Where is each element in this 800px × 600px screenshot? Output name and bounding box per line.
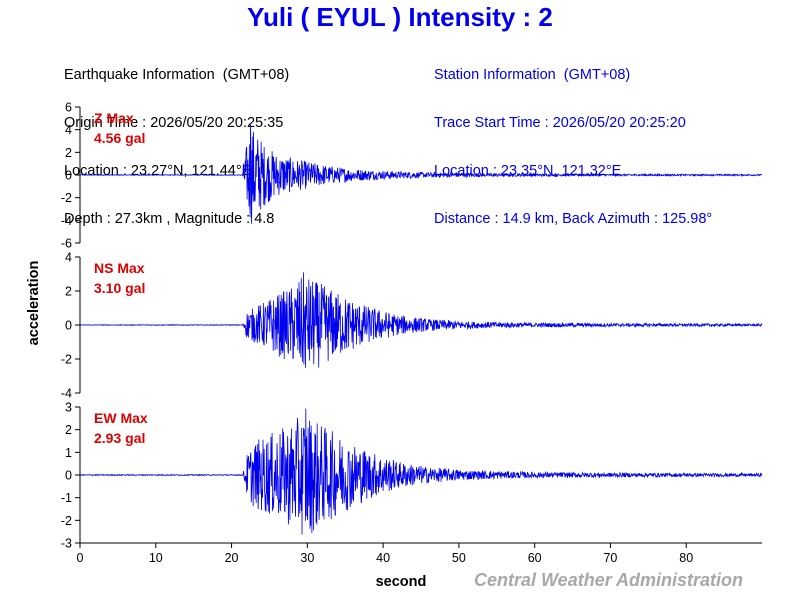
y-tick-label: -6 [61, 237, 72, 251]
max-value-ew: 2.93 gal [94, 430, 145, 446]
station-info: Station Information (GMT+08) Trace Start… [434, 35, 712, 243]
y-tick-label: 6 [65, 101, 72, 115]
x-tick-label: 70 [603, 551, 617, 565]
x-tick-label: 80 [679, 551, 693, 565]
trace-z [79, 123, 763, 224]
trace-ew [79, 408, 763, 535]
max-label-ns: NS Max [94, 260, 145, 276]
y-tick-label: 2 [65, 423, 72, 437]
max-value-z: 4.56 gal [94, 130, 145, 146]
x-tick-label: 20 [225, 551, 239, 565]
trace-start-time: Trace Start Time : 2026/05/20 20:25:20 [434, 115, 686, 131]
x-tick-label: 60 [528, 551, 542, 565]
y-tick-label: 4 [65, 251, 72, 265]
x-tick-label: 10 [149, 551, 163, 565]
x-tick-label: 30 [300, 551, 314, 565]
y-tick-label: -1 [61, 491, 72, 505]
panel-ew: 3 2 1 0 -1 -2 -3 EW Max 2.93 gal [61, 401, 763, 551]
x-tick-label: 50 [452, 551, 466, 565]
chart-title: Yuli ( EYUL ) Intensity : 2 [247, 2, 553, 32]
y-tick-label: -4 [61, 387, 72, 401]
y-tick-label: 2 [65, 146, 72, 160]
y-tick-label: -4 [61, 214, 72, 228]
y-tick-label: 1 [65, 446, 72, 460]
y-tick-label: 0 [65, 319, 72, 333]
earthquake-info-heading: Earthquake Information (GMT+08) [64, 67, 290, 83]
station-info-heading: Station Information (GMT+08) [434, 67, 631, 83]
y-axis-label: acceleration [26, 261, 42, 346]
y-tick-label: -2 [61, 191, 72, 205]
x-tick-label: 0 [77, 551, 84, 565]
distance-azimuth: Distance : 14.9 km, Back Azimuth : 125.9… [434, 211, 713, 227]
x-tick-label: 40 [376, 551, 390, 565]
origin-time: Origin Time : 2026/05/20 20:25:35 [64, 115, 284, 131]
trace-ns [79, 272, 763, 368]
y-tick-label: -2 [61, 353, 72, 367]
max-label-z: Z Max [94, 110, 134, 126]
y-tick-label: 2 [65, 285, 72, 299]
y-tick-label: 4 [65, 123, 72, 137]
panel-ns: 4 2 0 -2 -4 NS Max 3.10 gal [61, 251, 763, 401]
y-tick-label: -2 [61, 514, 72, 528]
y-tick-label: 0 [65, 169, 72, 183]
panel-z: 6 4 2 0 -2 -4 -6 Z Max 4.56 gal [61, 101, 763, 251]
credit-text: Central Weather Administration [474, 570, 744, 590]
x-axis-label: second [376, 574, 427, 590]
y-tick-label: 3 [65, 401, 72, 415]
y-tick-label: -3 [61, 537, 72, 551]
max-label-ew: EW Max [94, 410, 148, 426]
max-value-ns: 3.10 gal [94, 280, 145, 296]
y-tick-label: 0 [65, 469, 72, 483]
depth-magnitude: Depth : 27.3km , Magnitude : 4.8 [64, 211, 275, 227]
